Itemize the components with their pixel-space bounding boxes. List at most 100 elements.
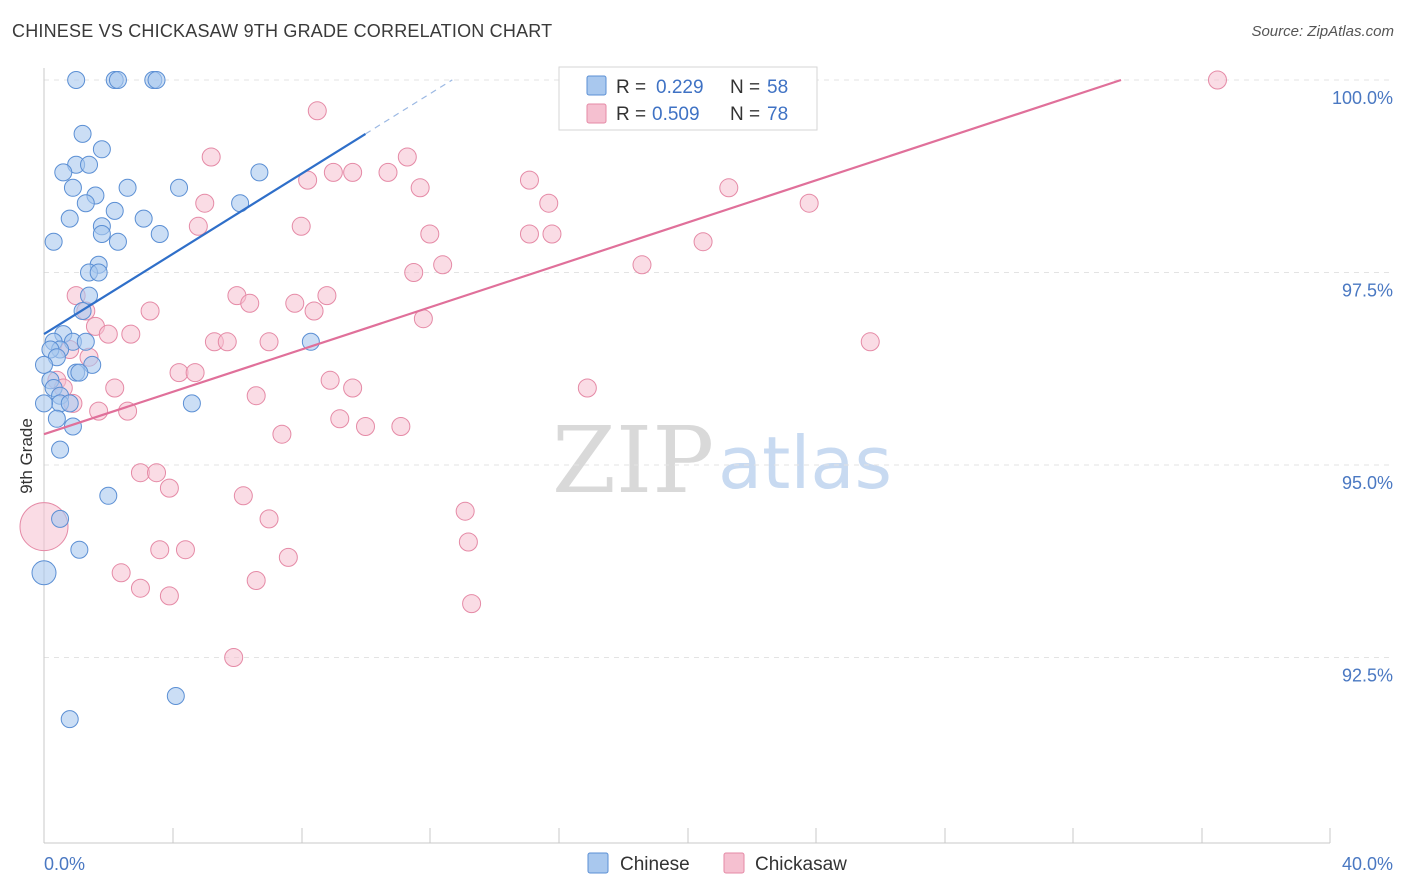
chickasaw-point bbox=[147, 463, 167, 483]
chinese-point bbox=[31, 560, 57, 586]
chinese-trend-extension bbox=[365, 79, 453, 135]
chinese-point bbox=[47, 409, 66, 428]
legend-swatch-chickasaw bbox=[586, 103, 607, 124]
chickasaw-point bbox=[539, 193, 559, 213]
chinese-point bbox=[80, 155, 99, 174]
chickasaw-point bbox=[307, 101, 327, 121]
chinese-point bbox=[76, 332, 95, 351]
chickasaw-trend-line bbox=[43, 78, 1122, 436]
chickasaw-point bbox=[188, 216, 208, 236]
chickasaw-point bbox=[693, 232, 713, 252]
chickasaw-point bbox=[391, 417, 411, 436]
legend-r-value-chickasaw: 0.509 bbox=[652, 104, 700, 125]
legend-n-label-chickasaw: N = bbox=[730, 104, 760, 125]
watermark-atlas: atlas bbox=[718, 421, 892, 505]
trend-lines bbox=[43, 78, 1122, 436]
chinese-point bbox=[63, 178, 82, 197]
chickasaw-point bbox=[404, 263, 424, 282]
chickasaw-points bbox=[19, 70, 1227, 667]
chinese-point bbox=[51, 509, 70, 528]
chickasaw-point bbox=[240, 293, 260, 313]
chickasaw-point bbox=[433, 255, 453, 275]
chickasaw-point bbox=[323, 162, 343, 182]
chickasaw-point bbox=[201, 147, 221, 167]
source-credit: Source: ZipAtlas.com bbox=[1251, 23, 1394, 40]
chickasaw-point bbox=[259, 509, 279, 529]
chickasaw-point bbox=[320, 370, 340, 390]
chickasaw-point bbox=[343, 162, 363, 182]
chinese-point bbox=[35, 394, 53, 413]
chart-title: CHINESE VS CHICKASAW 9TH GRADE CORRELATI… bbox=[12, 21, 553, 41]
chinese-point bbox=[73, 124, 92, 143]
chinese-point bbox=[166, 687, 185, 705]
chickasaw-point bbox=[519, 224, 539, 244]
legend-n-value-chinese: 58 bbox=[767, 77, 788, 98]
chinese-point bbox=[108, 71, 127, 89]
y-tick-label: 92.5% bbox=[1342, 666, 1393, 686]
chinese-point bbox=[134, 209, 153, 228]
x-tick-label-min: 0.0% bbox=[44, 854, 85, 874]
chickasaw-point bbox=[291, 216, 311, 236]
chickasaw-point bbox=[130, 463, 150, 483]
chickasaw-point bbox=[719, 178, 739, 198]
chinese-point bbox=[182, 394, 201, 413]
bottom-legend-label-chickasaw: Chickasaw bbox=[755, 854, 847, 875]
chickasaw-point bbox=[632, 255, 652, 275]
chickasaw-point bbox=[105, 378, 125, 398]
chickasaw-point bbox=[462, 594, 482, 614]
chickasaw-point bbox=[259, 332, 279, 352]
chinese-point bbox=[170, 178, 189, 197]
legend-r-label-chickasaw: R = bbox=[616, 104, 646, 125]
bottom-legend-swatch-chinese bbox=[587, 852, 609, 874]
chinese-point bbox=[80, 286, 99, 305]
chickasaw-point bbox=[285, 293, 305, 313]
chickasaw-point bbox=[175, 540, 195, 560]
chickasaw-point bbox=[159, 586, 179, 606]
legend-r-label-chinese: R = bbox=[616, 77, 646, 98]
legend-swatch-chinese bbox=[586, 75, 607, 96]
bottom-legend-label-chinese: Chinese bbox=[620, 854, 690, 875]
chickasaw-point bbox=[246, 386, 266, 406]
bottom-legend: Chinese Chickasaw bbox=[587, 852, 847, 875]
chickasaw-point bbox=[130, 578, 150, 598]
chinese-point bbox=[67, 71, 86, 89]
chickasaw-point bbox=[378, 162, 398, 182]
chickasaw-point bbox=[159, 478, 179, 498]
chickasaw-point bbox=[98, 324, 118, 344]
chickasaw-point bbox=[217, 332, 237, 352]
chinese-point bbox=[51, 440, 70, 459]
legend-n-value-chickasaw: 78 bbox=[767, 104, 788, 125]
chinese-point bbox=[60, 710, 79, 729]
chickasaw-point bbox=[455, 501, 475, 521]
chickasaw-point bbox=[410, 178, 430, 198]
chickasaw-point bbox=[246, 571, 266, 590]
chickasaw-point bbox=[330, 409, 350, 429]
chinese-point bbox=[60, 394, 79, 413]
chickasaw-point bbox=[278, 547, 298, 567]
chickasaw-point bbox=[272, 424, 292, 444]
chinese-trend-line bbox=[43, 132, 367, 336]
chinese-point bbox=[35, 355, 53, 374]
watermark: ZIP atlas bbox=[552, 407, 892, 514]
x-ticks bbox=[43, 828, 1331, 843]
chinese-point bbox=[250, 163, 269, 182]
chinese-point bbox=[54, 163, 73, 182]
chinese-point bbox=[108, 232, 127, 251]
chickasaw-point bbox=[860, 332, 880, 352]
chinese-point bbox=[70, 540, 89, 559]
chinese-point bbox=[92, 225, 111, 243]
y-tick-label: 97.5% bbox=[1342, 281, 1393, 301]
legend: R = 0.229 N = 58 R = 0.509 N = 78 bbox=[558, 66, 818, 131]
watermark-zip: ZIP bbox=[552, 407, 714, 514]
chickasaw-point bbox=[397, 147, 417, 167]
bottom-legend-swatch-chickasaw bbox=[723, 852, 745, 874]
chickasaw-point bbox=[356, 417, 375, 436]
chinese-point bbox=[44, 232, 63, 251]
x-tick-label-max: 40.0% bbox=[1342, 854, 1393, 874]
chinese-point bbox=[105, 201, 124, 220]
chickasaw-point bbox=[577, 378, 597, 398]
chinese-point bbox=[92, 140, 111, 159]
chickasaw-point bbox=[542, 224, 562, 244]
chickasaw-point bbox=[140, 301, 160, 321]
